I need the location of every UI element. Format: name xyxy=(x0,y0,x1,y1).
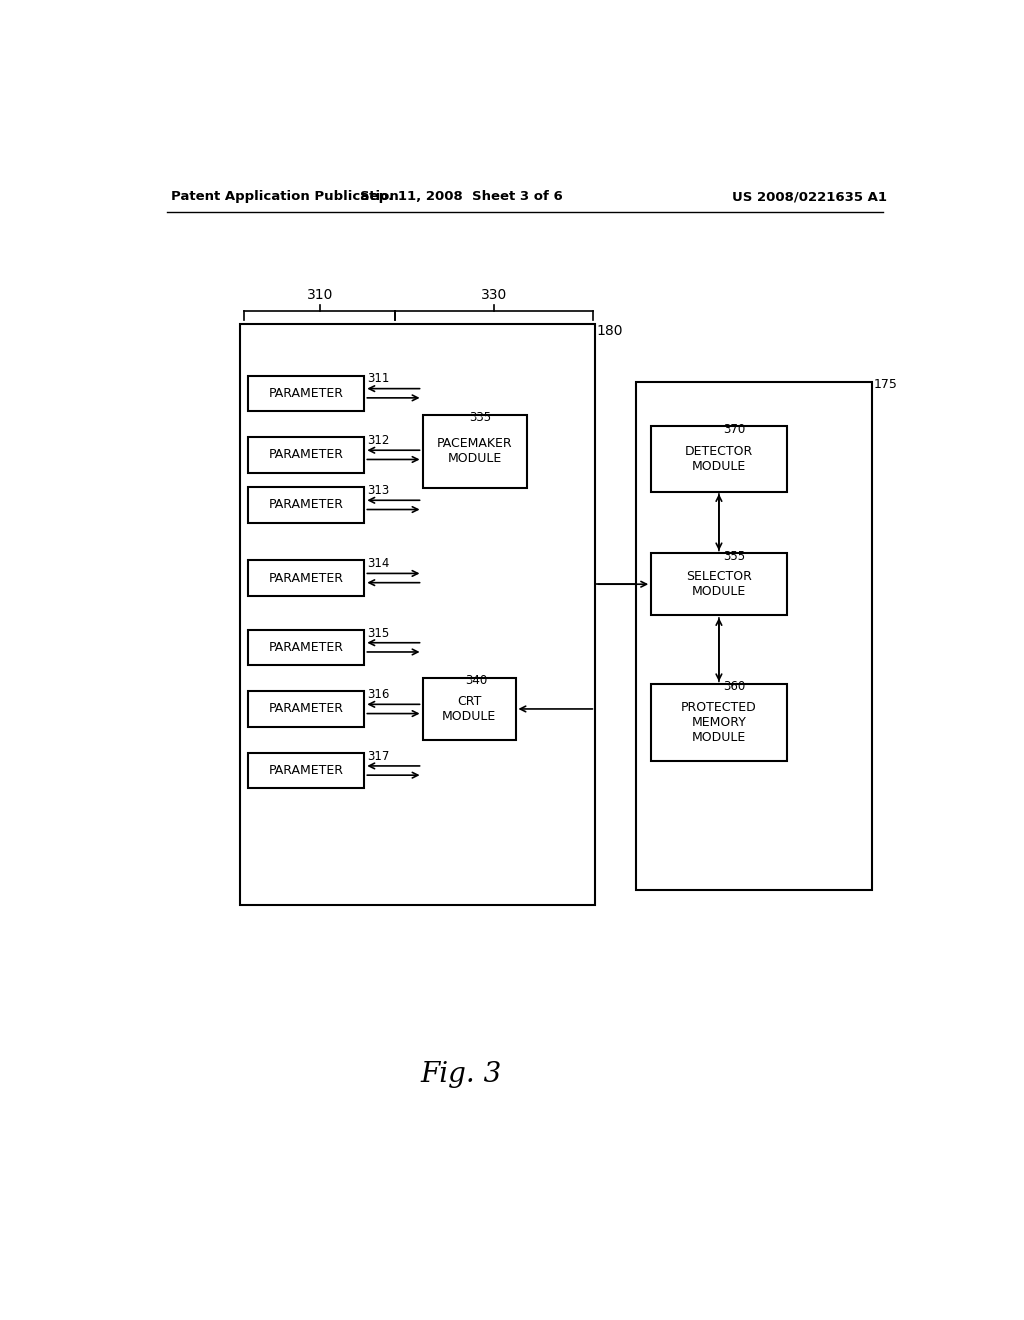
Text: SELECTOR
MODULE: SELECTOR MODULE xyxy=(686,570,752,598)
Text: PARAMETER: PARAMETER xyxy=(268,702,344,715)
Text: Patent Application Publication: Patent Application Publication xyxy=(171,190,398,203)
Text: 310: 310 xyxy=(306,289,333,302)
Text: PARAMETER: PARAMETER xyxy=(268,449,344,462)
Bar xyxy=(248,437,365,473)
Bar xyxy=(423,678,515,739)
Bar xyxy=(248,487,365,523)
Text: PACEMAKER
MODULE: PACEMAKER MODULE xyxy=(437,437,513,465)
Bar xyxy=(248,752,365,788)
Text: 355: 355 xyxy=(723,549,744,562)
Text: 313: 313 xyxy=(368,484,390,498)
Text: 175: 175 xyxy=(873,378,897,391)
Text: 335: 335 xyxy=(469,411,492,424)
Text: 314: 314 xyxy=(368,557,390,570)
Bar xyxy=(651,684,786,762)
Text: PARAMETER: PARAMETER xyxy=(268,387,344,400)
Bar xyxy=(248,560,365,595)
Bar xyxy=(241,323,595,906)
Bar xyxy=(651,553,786,615)
Text: Fig. 3: Fig. 3 xyxy=(421,1061,502,1088)
Text: 316: 316 xyxy=(368,688,390,701)
Bar xyxy=(636,381,872,890)
Text: 370: 370 xyxy=(723,422,745,436)
Bar xyxy=(651,426,786,492)
Bar xyxy=(248,376,365,411)
Text: 330: 330 xyxy=(481,289,507,302)
Text: DETECTOR
MODULE: DETECTOR MODULE xyxy=(685,445,753,473)
Bar xyxy=(248,692,365,726)
Text: 311: 311 xyxy=(368,372,390,385)
Text: 317: 317 xyxy=(368,750,390,763)
Text: US 2008/0221635 A1: US 2008/0221635 A1 xyxy=(732,190,888,203)
Text: Sep. 11, 2008  Sheet 3 of 6: Sep. 11, 2008 Sheet 3 of 6 xyxy=(359,190,562,203)
Text: 360: 360 xyxy=(723,681,745,693)
Text: 180: 180 xyxy=(596,323,623,338)
Text: PARAMETER: PARAMETER xyxy=(268,764,344,777)
Text: CRT
MODULE: CRT MODULE xyxy=(442,694,496,723)
Text: PROTECTED
MEMORY
MODULE: PROTECTED MEMORY MODULE xyxy=(681,701,757,744)
Text: 312: 312 xyxy=(368,434,390,447)
Text: 315: 315 xyxy=(368,627,390,640)
Text: PARAMETER: PARAMETER xyxy=(268,640,344,653)
Text: PARAMETER: PARAMETER xyxy=(268,499,344,511)
Text: 340: 340 xyxy=(465,675,487,688)
Text: PARAMETER: PARAMETER xyxy=(268,572,344,585)
Bar xyxy=(423,414,527,488)
Bar xyxy=(248,630,365,665)
